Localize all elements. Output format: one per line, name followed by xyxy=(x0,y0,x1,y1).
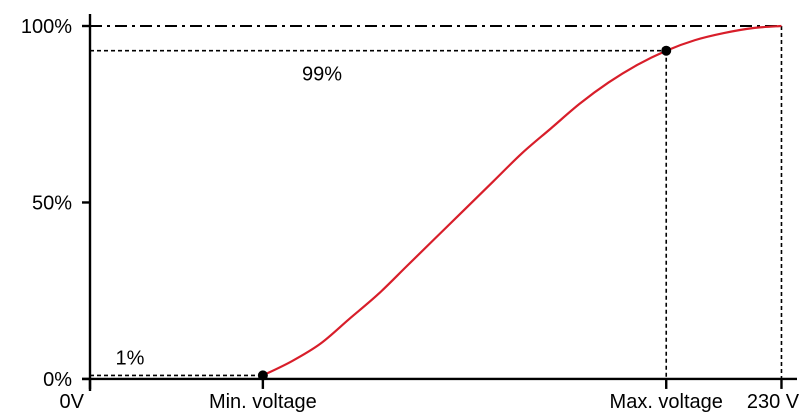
axes xyxy=(82,14,797,391)
data-point-label-0: 1% xyxy=(116,347,145,369)
x-tick-label-1: Min. voltage xyxy=(209,391,317,413)
data-point-0 xyxy=(257,370,268,381)
data-point-1 xyxy=(661,45,672,56)
y-tick-label-2: 100% xyxy=(21,16,72,38)
y-tick-label-1: 50% xyxy=(32,192,72,214)
x-tick-label-3: 230 V xyxy=(747,391,800,413)
markers xyxy=(257,45,672,381)
data-point-label-1: 99% xyxy=(302,64,342,86)
series-line-0 xyxy=(262,24,782,377)
reference-lines xyxy=(90,25,783,379)
x-tick-label-0: 0V xyxy=(60,391,85,413)
x-tick-label-2: Max. voltage xyxy=(610,391,723,413)
ticks xyxy=(82,24,783,389)
labels: 0% 50% 100% 0V Min. voltage Max. voltage 230 V… xyxy=(21,16,800,413)
series xyxy=(262,24,782,377)
y-tick-label-0: 0% xyxy=(43,369,72,391)
